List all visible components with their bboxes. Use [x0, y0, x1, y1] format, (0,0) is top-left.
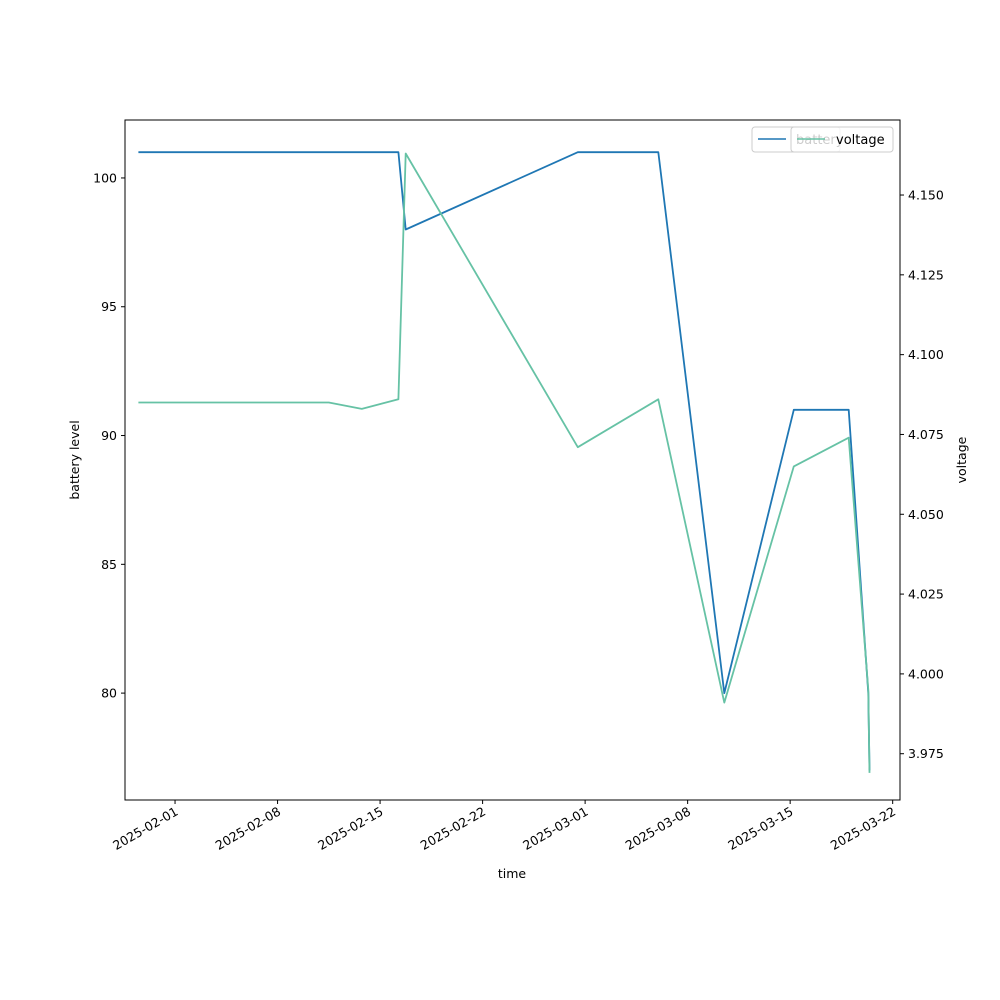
- y-tick-label: 95: [101, 299, 117, 314]
- legend-voltage-box: [790, 126, 894, 153]
- y2-tick-label: 4.000: [908, 666, 944, 681]
- y-tick-label: 85: [101, 557, 117, 572]
- y2-axis-ticks: 3.975 4.000 4.025 4.050 4.075 4.100 4.125 4.150: [900, 188, 944, 761]
- x-axis-label: time: [498, 866, 527, 881]
- y2-tick-label: 4.125: [908, 267, 944, 282]
- y-axis-label: battery level: [67, 420, 82, 499]
- y-tick-label: 80: [101, 686, 117, 701]
- y2-tick-label: 4.100: [908, 347, 944, 362]
- series-line-battery: [138, 151, 871, 771]
- series-line-voltage: [138, 152, 871, 773]
- legend-voltage: voltage: [790, 126, 894, 153]
- y-tick-label: 90: [101, 428, 117, 443]
- y2-tick-label: 3.975: [908, 746, 944, 761]
- y2-tick-label: 4.050: [908, 507, 944, 522]
- legend-voltage-label: voltage: [836, 133, 885, 148]
- plot-lines: [138, 151, 871, 773]
- y-tick-label: 100: [93, 170, 117, 185]
- y-axis-ticks: 80 85 90 95 100: [93, 170, 125, 701]
- y2-axis-label: voltage: [954, 436, 969, 483]
- y2-tick-label: 4.025: [908, 587, 944, 602]
- plot-frame: [124, 119, 901, 801]
- y2-tick-label: 4.075: [908, 427, 944, 442]
- y2-tick-label: 4.150: [908, 188, 944, 203]
